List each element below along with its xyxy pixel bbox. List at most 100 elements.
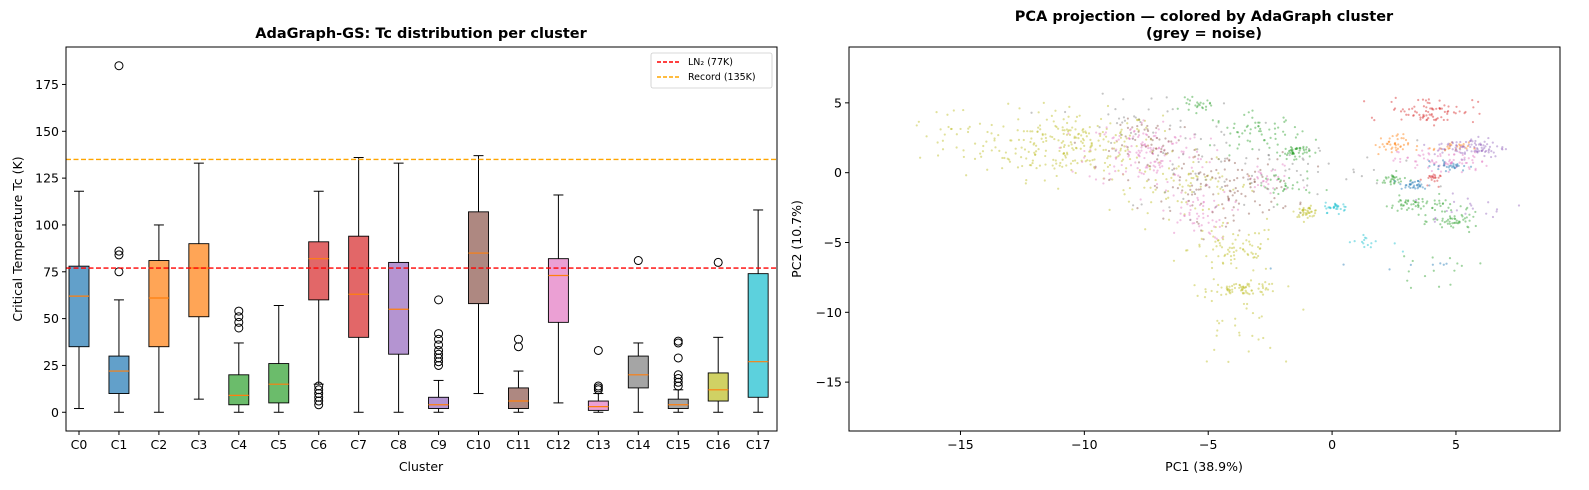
scatter-point — [1394, 141, 1397, 145]
scatter-point — [1474, 139, 1477, 143]
scatter-point — [1228, 291, 1231, 294]
scatter-point — [1416, 139, 1419, 142]
scatter-point — [1132, 135, 1135, 138]
scatter-point — [1383, 181, 1387, 184]
scatter-point — [1472, 154, 1475, 157]
scatter-point — [1245, 291, 1248, 294]
scatter-point — [1267, 183, 1270, 186]
scatter-point — [1180, 150, 1183, 153]
scatter-point — [1445, 209, 1448, 213]
scatter-point — [1308, 207, 1312, 211]
scatter-point — [1044, 133, 1047, 136]
scatter-point — [1445, 165, 1448, 169]
scatter-point — [1291, 184, 1295, 187]
scatter-point — [1417, 197, 1420, 201]
scatter-point — [1253, 170, 1257, 173]
scatter-point — [1299, 211, 1302, 214]
scatter-point — [1150, 143, 1153, 146]
scatter-point — [1192, 160, 1195, 164]
scatter-point — [1066, 130, 1070, 133]
scatter-point — [1433, 199, 1436, 202]
scatter-point — [1197, 154, 1200, 157]
scatter-point — [1458, 147, 1461, 150]
x-tick-label: C13 — [586, 437, 611, 452]
scatter-point — [1163, 148, 1166, 151]
scatter-point — [1267, 154, 1271, 157]
scatter-point — [1283, 188, 1286, 191]
scatter-point — [1034, 144, 1038, 147]
scatter-point — [1402, 137, 1405, 140]
scatter-point — [1299, 203, 1302, 206]
scatter-point — [1406, 156, 1409, 159]
scatter-point — [1446, 218, 1450, 221]
scatter-point — [1246, 282, 1249, 285]
scatter-point — [1464, 220, 1467, 223]
scatter-point — [1451, 217, 1454, 220]
scatter-point — [1432, 162, 1436, 165]
scatter-point — [1299, 173, 1302, 177]
scatter-point — [1062, 132, 1065, 136]
scatter-point — [1388, 140, 1391, 143]
scatter-point — [1477, 143, 1481, 146]
x-tick-label: C16 — [706, 437, 731, 452]
scatter-point — [1137, 129, 1140, 132]
scatter-point — [1409, 183, 1412, 186]
scatter-point — [1187, 108, 1190, 111]
scatter-point — [1243, 203, 1246, 206]
scatter-point — [1212, 193, 1215, 196]
scatter-point — [1399, 145, 1402, 148]
scatter-point — [1399, 180, 1403, 183]
scatter-point — [1446, 145, 1449, 148]
scatter-point — [1437, 185, 1440, 188]
scatter-point — [1246, 284, 1249, 287]
scatter-point — [1251, 244, 1254, 247]
scatter-point — [1071, 159, 1075, 163]
scatter-point — [968, 125, 971, 128]
scatter-point — [1217, 322, 1221, 325]
scatter-point — [1277, 192, 1280, 196]
scatter-point — [1472, 215, 1475, 218]
box-flier — [673, 374, 683, 384]
box-flier — [434, 295, 444, 305]
scatter-point — [1195, 220, 1199, 224]
scatter-point — [1146, 144, 1150, 147]
scatter-point — [1298, 149, 1301, 152]
scatter-point — [994, 146, 997, 149]
boxplot-chart: AdaGraph-GS: Tc distribution per cluster… — [10, 26, 778, 474]
scatter-point — [1392, 159, 1395, 162]
x-tick-label: C14 — [626, 437, 651, 452]
x-tick-label: 5 — [1452, 437, 1460, 452]
scatter-point — [1428, 153, 1431, 156]
scatter-point — [1169, 209, 1172, 213]
scatter-point — [1407, 185, 1410, 188]
scatter-point — [1110, 141, 1113, 145]
scatter-point — [1428, 174, 1431, 178]
scatter-point — [1391, 175, 1394, 178]
scatter-point — [1196, 196, 1199, 200]
scatter-point — [1414, 166, 1417, 169]
scatter-point — [1029, 140, 1032, 144]
scatter-point — [1215, 125, 1218, 128]
scatter-point — [1438, 164, 1441, 167]
scatter-point — [1301, 157, 1304, 160]
scatter-point — [1201, 107, 1204, 110]
scatter-point — [1269, 192, 1272, 195]
scatter-point — [1244, 286, 1247, 289]
scatter-point — [1409, 286, 1413, 289]
scatter-point — [1389, 180, 1392, 183]
scatter-point — [1156, 124, 1159, 127]
scatter-point — [1452, 221, 1456, 225]
scatter-point — [1432, 124, 1436, 127]
scatter-point — [1164, 191, 1167, 194]
scatter-point — [1447, 147, 1450, 150]
scatter-point — [1260, 172, 1263, 175]
scatter-point — [1439, 174, 1442, 178]
scatter-point — [1251, 189, 1254, 192]
scatter-point — [1267, 188, 1270, 191]
scatter-point — [1262, 179, 1265, 183]
scatter-point — [1114, 156, 1117, 159]
scatter-point — [1424, 109, 1428, 113]
scatter-point — [1136, 127, 1139, 131]
scatter-point — [1266, 187, 1269, 190]
